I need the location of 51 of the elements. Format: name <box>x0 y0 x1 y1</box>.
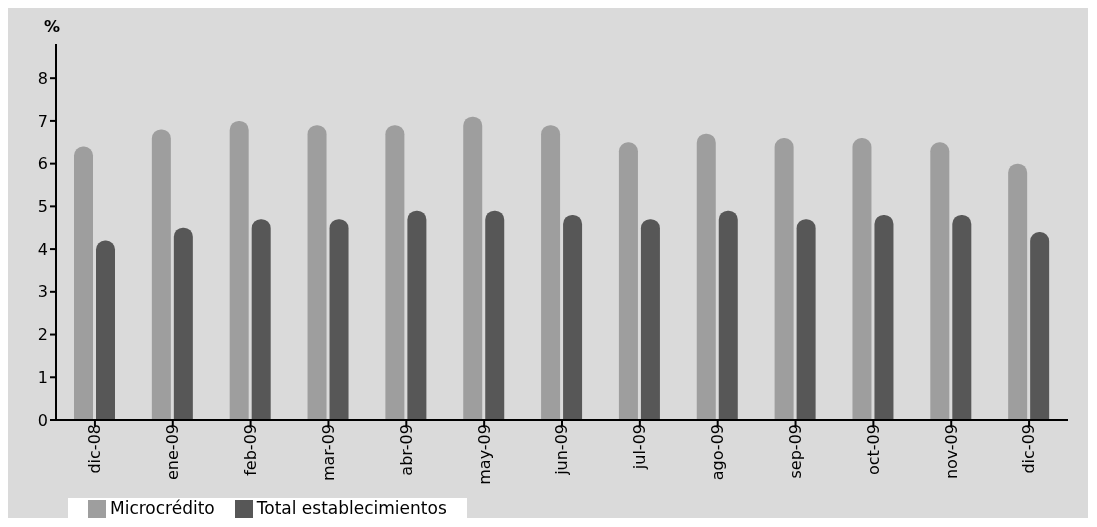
bar <box>796 219 816 420</box>
bar <box>774 138 794 420</box>
x-tick-label: sep-09 <box>785 424 805 479</box>
bar <box>74 146 93 420</box>
legend-label: Total establecimientos <box>256 498 447 518</box>
bar <box>696 133 716 420</box>
bar <box>173 227 193 420</box>
bar <box>407 210 427 420</box>
bar <box>930 142 950 420</box>
bar <box>307 125 327 420</box>
bar <box>251 219 271 420</box>
x-tick-label: abr-09 <box>396 424 416 476</box>
bar <box>618 142 638 420</box>
bar <box>1030 232 1050 420</box>
bar <box>485 210 505 420</box>
bar <box>151 129 171 420</box>
bar <box>852 138 872 420</box>
bar <box>718 210 738 420</box>
x-tick-label: dic-08 <box>85 424 105 474</box>
y-axis-title: % <box>43 17 61 36</box>
y-tick-label: 2 <box>37 325 48 345</box>
y-tick-label: 0 <box>37 410 48 430</box>
bar <box>563 214 583 420</box>
y-tick-label: 5 <box>37 197 48 217</box>
bar <box>1008 163 1028 420</box>
y-tick-label: 6 <box>37 154 48 174</box>
bar <box>463 116 483 420</box>
bar <box>952 214 972 420</box>
bar <box>229 120 249 420</box>
x-tick-label: jul-09 <box>630 424 650 471</box>
x-tick-label: nov-09 <box>941 424 961 480</box>
legend-label: Microcrédito <box>110 498 215 518</box>
x-tick-label: ene-09 <box>163 424 183 480</box>
y-tick-label: 3 <box>37 282 48 302</box>
bar <box>385 125 405 420</box>
bar <box>96 240 115 420</box>
bar <box>329 219 349 420</box>
x-tick-label: jun-09 <box>552 424 572 476</box>
bar <box>541 125 561 420</box>
bar <box>640 219 660 420</box>
y-tick-label: 7 <box>37 111 48 131</box>
x-tick-label: feb-09 <box>240 424 260 476</box>
y-tick-label: 1 <box>37 367 48 387</box>
x-tick-label: may-09 <box>474 424 494 485</box>
y-tick-label: 4 <box>37 239 48 259</box>
x-tick-label: dic-09 <box>1019 424 1039 474</box>
y-tick-label: 8 <box>37 68 48 88</box>
x-tick-label: mar-09 <box>318 424 338 482</box>
x-tick-label: oct-09 <box>863 424 883 475</box>
x-tick-label: ago-09 <box>708 424 728 481</box>
bar <box>874 214 894 420</box>
